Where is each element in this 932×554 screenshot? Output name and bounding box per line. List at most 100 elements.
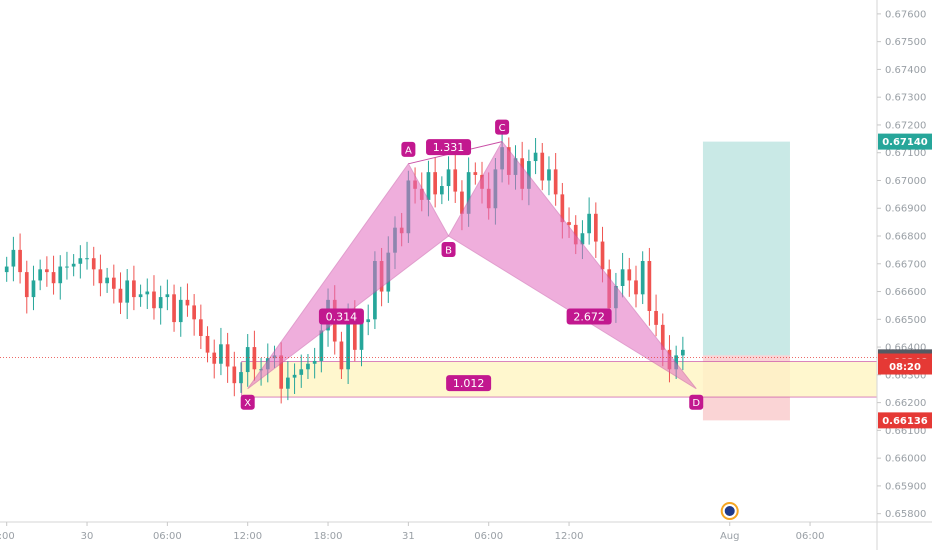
candle-body bbox=[98, 269, 103, 284]
candle-body bbox=[11, 249, 16, 267]
candle-body bbox=[460, 191, 464, 214]
point-label-c: C bbox=[499, 123, 506, 134]
xd-band bbox=[241, 361, 878, 398]
x-tick-label: 31 bbox=[402, 531, 415, 542]
candle-body bbox=[647, 261, 652, 311]
candle-body bbox=[45, 269, 49, 273]
candle-body bbox=[239, 372, 243, 384]
candle-body bbox=[225, 344, 230, 367]
candle-body bbox=[339, 341, 344, 370]
ratio-label-bg bbox=[446, 375, 492, 392]
pattern-layer: X A B C D 0.314 1.331 2.672 1.012 bbox=[240, 119, 704, 410]
pattern-triangle-bcd bbox=[447, 140, 697, 390]
candle-body bbox=[553, 169, 558, 195]
point-label-x: X bbox=[244, 398, 251, 409]
candle-body bbox=[620, 269, 625, 286]
y-tick-label: 0.67500 bbox=[885, 37, 926, 48]
candle-body bbox=[212, 352, 217, 364]
ratio-label-bg bbox=[426, 139, 472, 156]
point-label-b: B bbox=[445, 246, 452, 257]
candle-body bbox=[205, 335, 210, 353]
ratio-label: 1.331 bbox=[433, 141, 465, 154]
target-zone bbox=[702, 141, 790, 356]
candle-body bbox=[640, 261, 645, 295]
candle-body bbox=[192, 305, 196, 320]
y-tick-label: 0.67000 bbox=[885, 176, 926, 187]
y-tick-label: 0.67400 bbox=[885, 65, 926, 76]
candle-body bbox=[533, 152, 538, 162]
point-label-d: D bbox=[692, 398, 700, 409]
price-badge: 0.67140 bbox=[882, 137, 928, 148]
candle-body bbox=[440, 186, 444, 195]
candle-body bbox=[319, 330, 324, 361]
point-label-bg bbox=[441, 242, 456, 258]
candle-body bbox=[366, 319, 371, 323]
y-tick-label: 0.67600 bbox=[885, 9, 926, 20]
price-badge-bg bbox=[878, 412, 932, 429]
x-tick-label: Aug bbox=[720, 531, 740, 542]
candle-body bbox=[286, 377, 290, 389]
candle-body bbox=[299, 369, 304, 375]
candle-body bbox=[85, 258, 89, 260]
x-tick-label: 06:00 bbox=[474, 531, 503, 542]
y-tick-label: 0.65800 bbox=[885, 509, 926, 520]
x-tick-label: :00 bbox=[0, 531, 15, 542]
y-tick-label: 0.66400 bbox=[885, 343, 926, 354]
price-badge: 08:20 bbox=[889, 362, 921, 373]
candle-body bbox=[567, 222, 571, 225]
candle-body bbox=[172, 294, 176, 323]
y-tick-label: 0.66300 bbox=[885, 370, 926, 381]
candle-body bbox=[252, 347, 257, 370]
x-tick-label: 06:00 bbox=[153, 531, 182, 542]
candle-body bbox=[466, 172, 471, 214]
candle-body bbox=[245, 347, 250, 373]
candle-body bbox=[78, 258, 83, 264]
candle-body bbox=[292, 374, 297, 378]
point-label-a: A bbox=[405, 145, 412, 156]
candle-body bbox=[138, 294, 143, 298]
candle-body bbox=[681, 349, 685, 356]
candle-body bbox=[426, 172, 431, 200]
candle-body bbox=[660, 324, 665, 350]
candle-body bbox=[118, 288, 123, 303]
y-tick-label: 0.66500 bbox=[885, 315, 926, 326]
candle-body bbox=[125, 280, 130, 303]
candle-body bbox=[346, 316, 350, 370]
y-tick-label: 0.66100 bbox=[885, 426, 926, 437]
candle-body bbox=[560, 194, 565, 223]
candle-body bbox=[91, 258, 96, 270]
y-tick-label: 0.66200 bbox=[885, 398, 926, 409]
candle-body bbox=[587, 213, 591, 234]
candle-body bbox=[145, 291, 150, 295]
ratio-label-bg bbox=[566, 308, 612, 325]
candle-body bbox=[654, 310, 658, 325]
event-marker-flag bbox=[724, 506, 735, 516]
candle-body bbox=[446, 169, 451, 187]
price-badge-bg bbox=[878, 133, 932, 150]
x-tick-label: 12:00 bbox=[233, 531, 262, 542]
y-tick-label: 0.66900 bbox=[885, 204, 926, 215]
ratio-label: 0.314 bbox=[326, 311, 358, 324]
candle-body bbox=[24, 272, 29, 298]
candle-body bbox=[31, 280, 36, 298]
candle-body bbox=[453, 169, 458, 192]
y-tick-label: 0.66600 bbox=[885, 287, 926, 298]
candle-body bbox=[198, 319, 203, 336]
candle-body bbox=[312, 360, 317, 364]
candle-body bbox=[178, 299, 183, 323]
candle-body bbox=[58, 266, 63, 284]
ratio-label: 2.672 bbox=[573, 311, 605, 324]
candle-body bbox=[634, 280, 638, 295]
candle-body bbox=[279, 355, 284, 389]
candle-body bbox=[111, 277, 116, 289]
x-tick-label: 18:00 bbox=[314, 531, 343, 542]
candle-body bbox=[105, 277, 109, 284]
price-badge: 0.66136 bbox=[882, 416, 928, 427]
candle-body bbox=[433, 172, 437, 195]
candle-body bbox=[185, 299, 190, 306]
point-label-bg bbox=[401, 141, 416, 157]
